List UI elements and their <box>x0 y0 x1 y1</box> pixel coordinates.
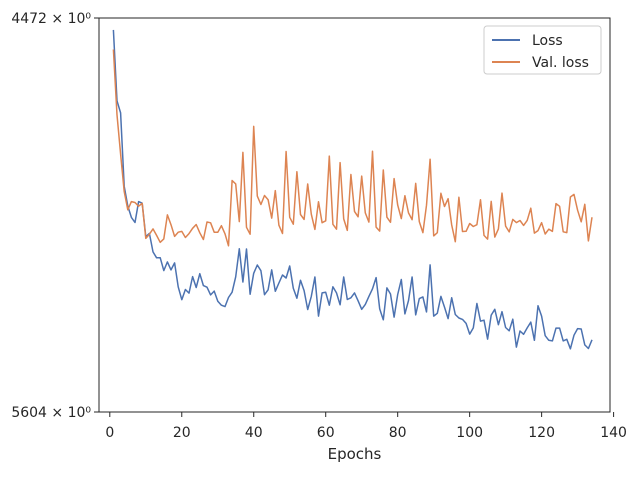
x-tick-label: 120 <box>528 425 555 441</box>
x-axis-ticks: 0 20 40 60 80 100 120 140 <box>105 412 627 441</box>
x-tick-label: 60 <box>317 425 335 441</box>
x-axis-label: Epochs <box>328 445 382 463</box>
series-line-val_loss <box>112 49 593 247</box>
y-tick-label: 5604 × 10⁰ <box>11 405 91 421</box>
x-tick-label: 100 <box>456 425 483 441</box>
y-tick-label: 4472 × 10⁰ <box>11 11 91 27</box>
legend-label-val_loss: Val. loss <box>532 55 589 71</box>
series-line-loss <box>112 29 593 350</box>
y-axis-ticks: 4472 × 10⁰ 5604 × 10⁰ <box>11 11 99 421</box>
x-tick-label: 40 <box>245 425 263 441</box>
plot-frame <box>98 17 611 413</box>
legend-label-loss: Loss <box>532 33 563 49</box>
x-tick-label: 80 <box>389 425 407 441</box>
legend: Loss Val. loss <box>483 25 602 75</box>
x-tick-label: 0 <box>105 425 114 441</box>
plot-lines <box>112 29 593 350</box>
x-tick-label: 20 <box>173 425 191 441</box>
x-tick-label: 140 <box>600 425 627 441</box>
